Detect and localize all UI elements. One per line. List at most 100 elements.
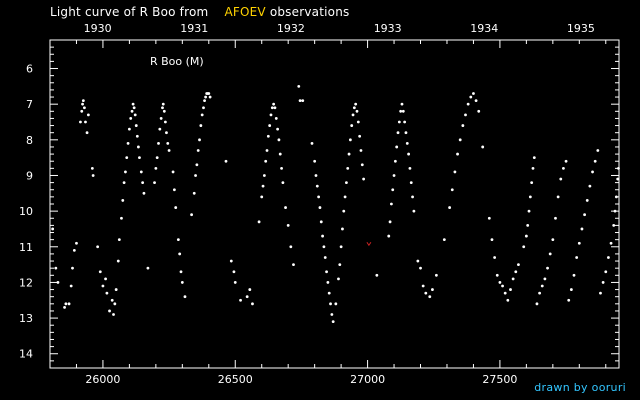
data-point <box>327 291 331 295</box>
data-point <box>604 270 608 274</box>
data-point <box>395 145 399 149</box>
data-point <box>248 288 252 291</box>
year-label: 1931 <box>180 22 208 35</box>
data-point <box>172 188 176 192</box>
data-point <box>192 191 196 195</box>
data-point <box>167 149 171 152</box>
data-point <box>599 291 602 295</box>
data-point <box>613 209 617 213</box>
data-point <box>474 99 478 103</box>
data-point <box>323 256 327 259</box>
data-point <box>317 195 321 199</box>
data-point <box>490 238 494 242</box>
year-label: 1930 <box>84 22 112 35</box>
data-point <box>524 234 528 238</box>
data-point <box>155 156 159 160</box>
data-point <box>264 159 268 163</box>
data-point <box>580 227 584 231</box>
data-point <box>355 109 359 113</box>
year-label: 1933 <box>374 22 402 35</box>
data-point <box>265 149 269 152</box>
data-point <box>162 109 166 113</box>
data-point <box>278 152 282 156</box>
data-point <box>428 295 432 299</box>
data-point <box>208 95 212 99</box>
data-point <box>342 209 346 213</box>
data-point <box>397 120 401 124</box>
title-suffix: observations <box>269 5 350 19</box>
data-point <box>498 281 502 284</box>
data-point <box>159 117 163 120</box>
data-point <box>310 141 314 145</box>
data-point <box>257 220 261 224</box>
data-point <box>546 266 549 270</box>
data-point <box>139 170 143 174</box>
data-point <box>125 156 129 160</box>
data-point <box>564 159 568 163</box>
data-point <box>198 138 201 142</box>
data-point <box>616 177 620 181</box>
data-point <box>233 281 237 284</box>
data-point <box>407 152 411 156</box>
data-point <box>318 206 322 209</box>
data-point <box>352 106 356 110</box>
data-point <box>362 177 366 181</box>
data-point <box>412 209 416 213</box>
data-point <box>535 302 539 306</box>
data-point <box>122 181 126 185</box>
title-source: AFOEV <box>224 5 266 19</box>
data-point <box>166 141 170 145</box>
data-point <box>120 216 123 220</box>
data-point <box>356 120 360 124</box>
data-point <box>388 220 392 224</box>
data-point <box>174 206 178 209</box>
data-point <box>326 281 330 284</box>
data-point <box>274 117 278 120</box>
data-point <box>543 277 547 281</box>
data-point <box>360 163 364 167</box>
data-point <box>614 195 618 199</box>
outlier-mark <box>366 241 372 247</box>
data-point <box>337 277 340 281</box>
data-point <box>421 284 425 288</box>
data-point <box>301 99 305 103</box>
data-point <box>472 92 475 95</box>
data-point <box>273 106 277 110</box>
data-point <box>133 113 137 117</box>
chart-title: Light curve of R Boo from AFOEV observat… <box>50 5 349 19</box>
data-point <box>277 138 281 142</box>
data-point <box>556 195 560 199</box>
data-point <box>229 259 233 263</box>
x-tick-label: 27500 <box>482 373 517 386</box>
data-point <box>161 106 164 110</box>
data-point <box>272 102 276 106</box>
data-point <box>142 191 146 195</box>
data-point <box>163 120 167 124</box>
data-point <box>466 102 470 106</box>
data-point <box>112 313 115 316</box>
data-point <box>346 166 350 170</box>
data-point <box>325 270 328 274</box>
data-point <box>116 259 120 263</box>
data-point <box>387 234 391 238</box>
data-point <box>281 181 285 185</box>
data-point <box>154 166 158 170</box>
data-point <box>348 138 352 142</box>
data-point <box>339 245 343 249</box>
y-tick-label: 6 <box>26 63 33 76</box>
data-point <box>105 291 109 295</box>
data-point <box>554 216 557 220</box>
data-point <box>315 184 319 188</box>
y-tick-label: 13 <box>19 312 33 325</box>
data-point <box>314 174 318 177</box>
data-point <box>56 281 60 284</box>
data-point <box>85 131 89 135</box>
data-point <box>158 127 162 131</box>
data-point <box>456 152 459 156</box>
data-point <box>261 184 265 188</box>
data-point <box>569 288 573 291</box>
data-point <box>104 277 107 281</box>
data-point <box>503 291 507 295</box>
data-point <box>171 170 175 174</box>
data-point <box>232 270 236 274</box>
